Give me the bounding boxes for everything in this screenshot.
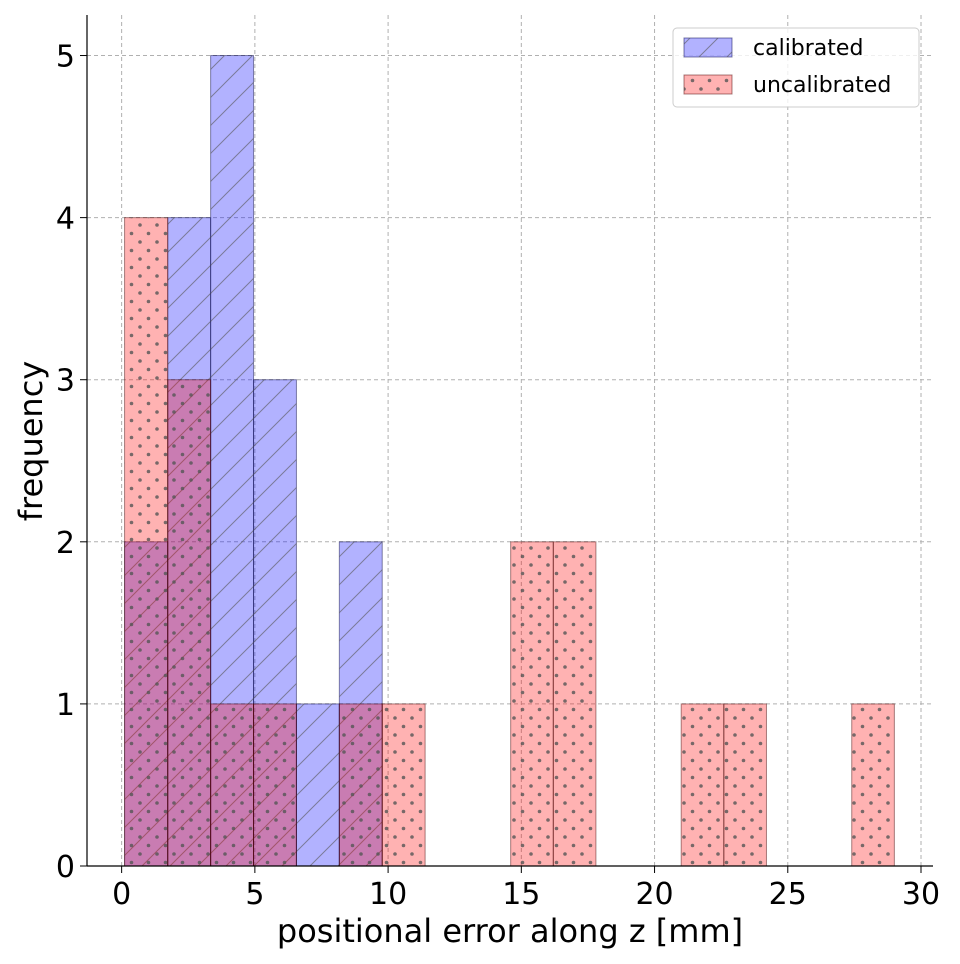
bar-uncalibrated-hatch <box>382 703 426 866</box>
x-tick-label: 5 <box>245 877 264 912</box>
bar-calibrated-hatch <box>296 703 340 866</box>
y-tick-label: 3 <box>56 364 75 399</box>
y-tick-label: 5 <box>56 40 75 75</box>
y-tick-label: 2 <box>56 526 75 561</box>
bar-uncalibrated-hatch <box>253 703 297 866</box>
x-tick-label: 30 <box>902 877 940 912</box>
bar-uncalibrated-hatch <box>851 703 895 866</box>
x-tick-label: 25 <box>769 877 807 912</box>
legend-label: uncalibrated <box>753 73 891 98</box>
bar-uncalibrated-hatch <box>681 703 724 866</box>
bars <box>124 55 895 867</box>
y-tick-label: 4 <box>56 202 75 237</box>
y-tick-label: 1 <box>56 688 75 723</box>
bar-uncalibrated-hatch <box>210 703 254 866</box>
bar-uncalibrated-hatch <box>167 379 211 866</box>
legend-item-calibrated: calibrated <box>683 36 863 61</box>
x-tick-label: 10 <box>369 877 407 912</box>
bar-uncalibrated-hatch <box>124 217 168 867</box>
y-tick-label: 0 <box>56 850 75 885</box>
bar-uncalibrated-hatch <box>723 703 767 866</box>
bar-uncalibrated-hatch <box>510 541 554 866</box>
x-tick-label: 20 <box>635 877 673 912</box>
bar-uncalibrated-hatch <box>339 703 383 866</box>
axes: 0 5 10 15 20 25 30 0 1 2 3 4 5 <box>56 15 940 912</box>
x-tick-label: 0 <box>112 877 131 912</box>
x-tick-label: 15 <box>502 877 540 912</box>
legend-label: calibrated <box>753 36 863 61</box>
legend: calibrated uncalibrated <box>672 27 920 108</box>
x-axis-label: positional error along z [mm] <box>277 912 743 950</box>
y-axis-label: frequency <box>12 361 50 522</box>
bar-uncalibrated-hatch <box>553 541 596 866</box>
legend-item-uncalibrated: uncalibrated <box>683 73 891 98</box>
